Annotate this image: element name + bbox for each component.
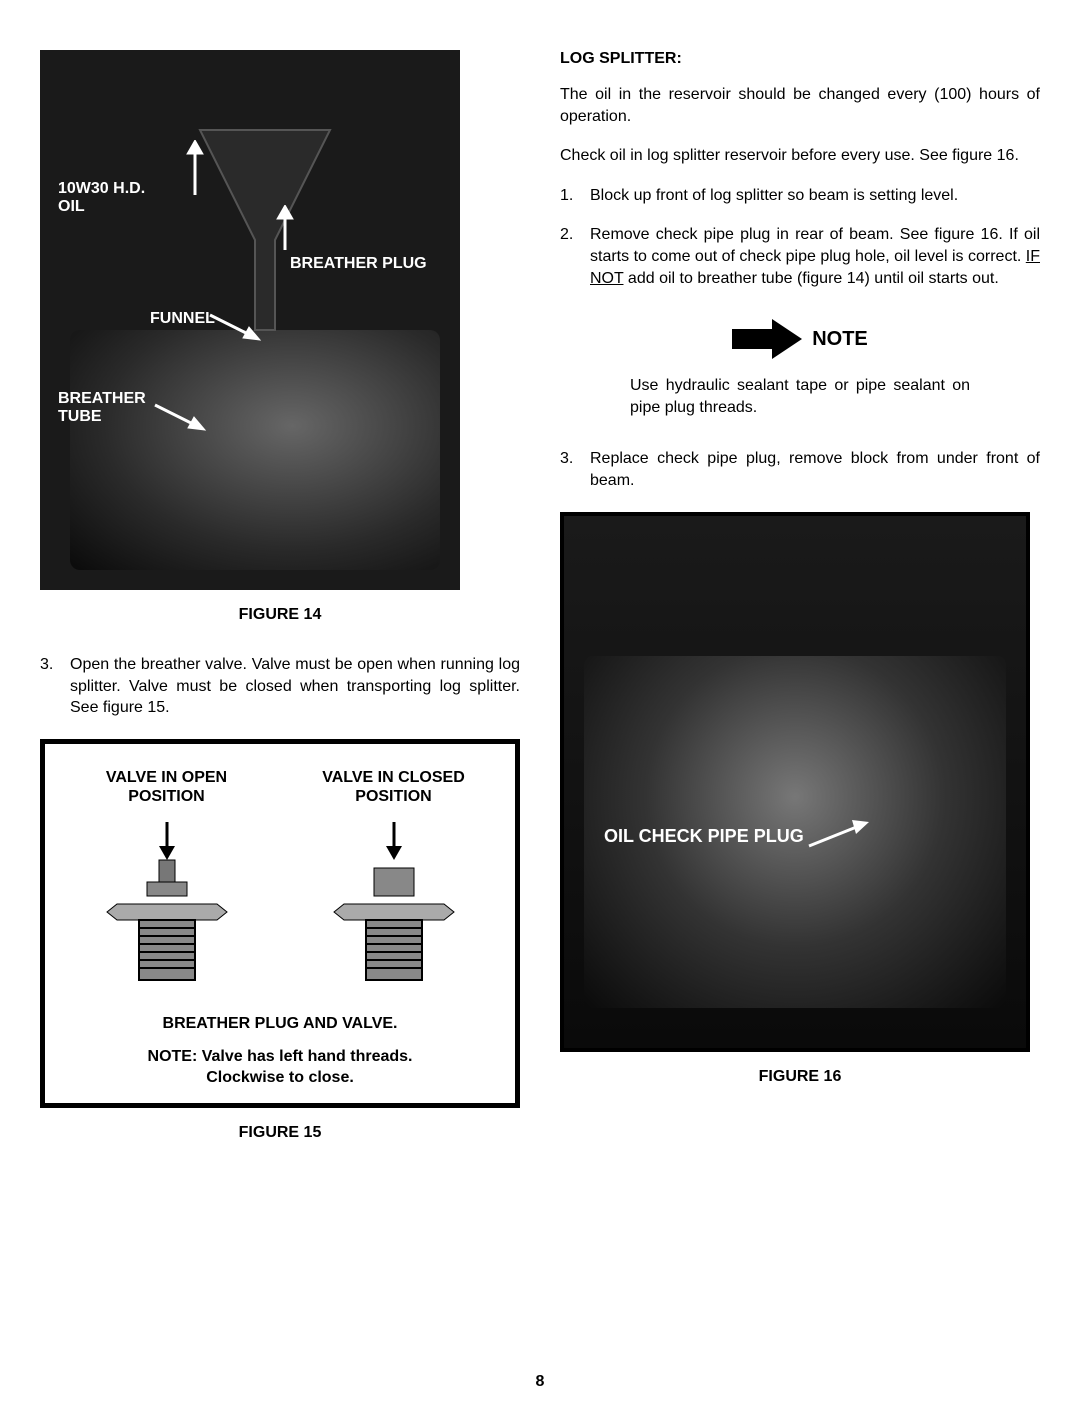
step-number: 2.: [560, 224, 590, 289]
valve-open-icon: [87, 812, 247, 992]
arrow-icon: [150, 395, 210, 435]
note-label: NOTE: [812, 328, 868, 351]
valve-closed-column: VALVE IN CLOSED POSITION: [290, 768, 497, 997]
step-text: Open the breather valve. Valve must be o…: [70, 654, 520, 719]
arrow-icon: [205, 305, 265, 345]
note-block: NOTE Use hydraulic sealant tape or pipe …: [630, 319, 970, 418]
section-title: LOG SPLITTER:: [560, 50, 1040, 68]
left-step-3: 3. Open the breather valve. Valve must b…: [40, 654, 520, 719]
figure-14-machine: [70, 330, 440, 570]
paragraph-1: The oil in the reservoir should be chang…: [560, 84, 1040, 127]
arrow-icon: [804, 816, 874, 856]
step-number: 1.: [560, 185, 590, 207]
valve-open-column: VALVE IN OPEN POSITION: [63, 768, 270, 997]
step-text-after: add oil to breather tube (figure 14) unt…: [623, 270, 998, 287]
label-breather-plug: BREATHER PLUG: [290, 255, 427, 273]
label-oil-check-pipe-plug: OIL CHECK PIPE PLUG: [604, 826, 804, 847]
label-breather-tube: BREATHER TUBE: [58, 390, 146, 426]
figure-15-caption: FIGURE 15: [40, 1124, 520, 1142]
valve-closed-icon: [314, 812, 474, 992]
figure-16: OIL CHECK PIPE PLUG: [560, 512, 1030, 1052]
valve-open-label: VALVE IN OPEN POSITION: [63, 768, 270, 806]
step-text: Replace check pipe plug, remove block fr…: [590, 448, 1040, 491]
right-step-3: 3. Replace check pipe plug, remove block…: [560, 448, 1040, 491]
paragraph-2: Check oil in log splitter reservoir befo…: [560, 145, 1040, 167]
figure-15-note-line1: NOTE: Valve has left hand threads.: [63, 1047, 497, 1068]
right-step-2: 2. Remove check pipe plug in rear of bea…: [560, 224, 1040, 289]
valve-closed-label: VALVE IN CLOSED POSITION: [290, 768, 497, 806]
step-number: 3.: [40, 654, 70, 719]
figure-14-caption: FIGURE 14: [40, 606, 520, 624]
arrow-icon: [270, 205, 300, 255]
figure-14: 10W30 H.D. OIL FUNNEL BREATHER PLUG BREA…: [40, 50, 460, 590]
figure-15-note: NOTE: Valve has left hand threads. Clock…: [63, 1047, 497, 1089]
step-text: Remove check pipe plug in rear of beam. …: [590, 224, 1040, 289]
figure-15-subtitle: BREATHER PLUG AND VALVE.: [63, 1015, 497, 1033]
arrow-icon: [180, 140, 210, 200]
figure-15-note-line2: Clockwise to close.: [63, 1068, 497, 1089]
note-text: Use hydraulic sealant tape or pipe seala…: [630, 375, 970, 418]
right-step-1: 1. Block up front of log splitter so bea…: [560, 185, 1040, 207]
step-text-before: Remove check pipe plug in rear of beam. …: [590, 226, 1040, 265]
figure-15-box: VALVE IN OPEN POSITION: [40, 739, 520, 1108]
note-arrow-icon: [732, 319, 802, 359]
label-oil: 10W30 H.D. OIL: [58, 180, 145, 216]
page-number: 8: [536, 1373, 545, 1391]
step-number: 3.: [560, 448, 590, 491]
step-text: Block up front of log splitter so beam i…: [590, 185, 1040, 207]
figure-16-caption: FIGURE 16: [560, 1068, 1040, 1086]
